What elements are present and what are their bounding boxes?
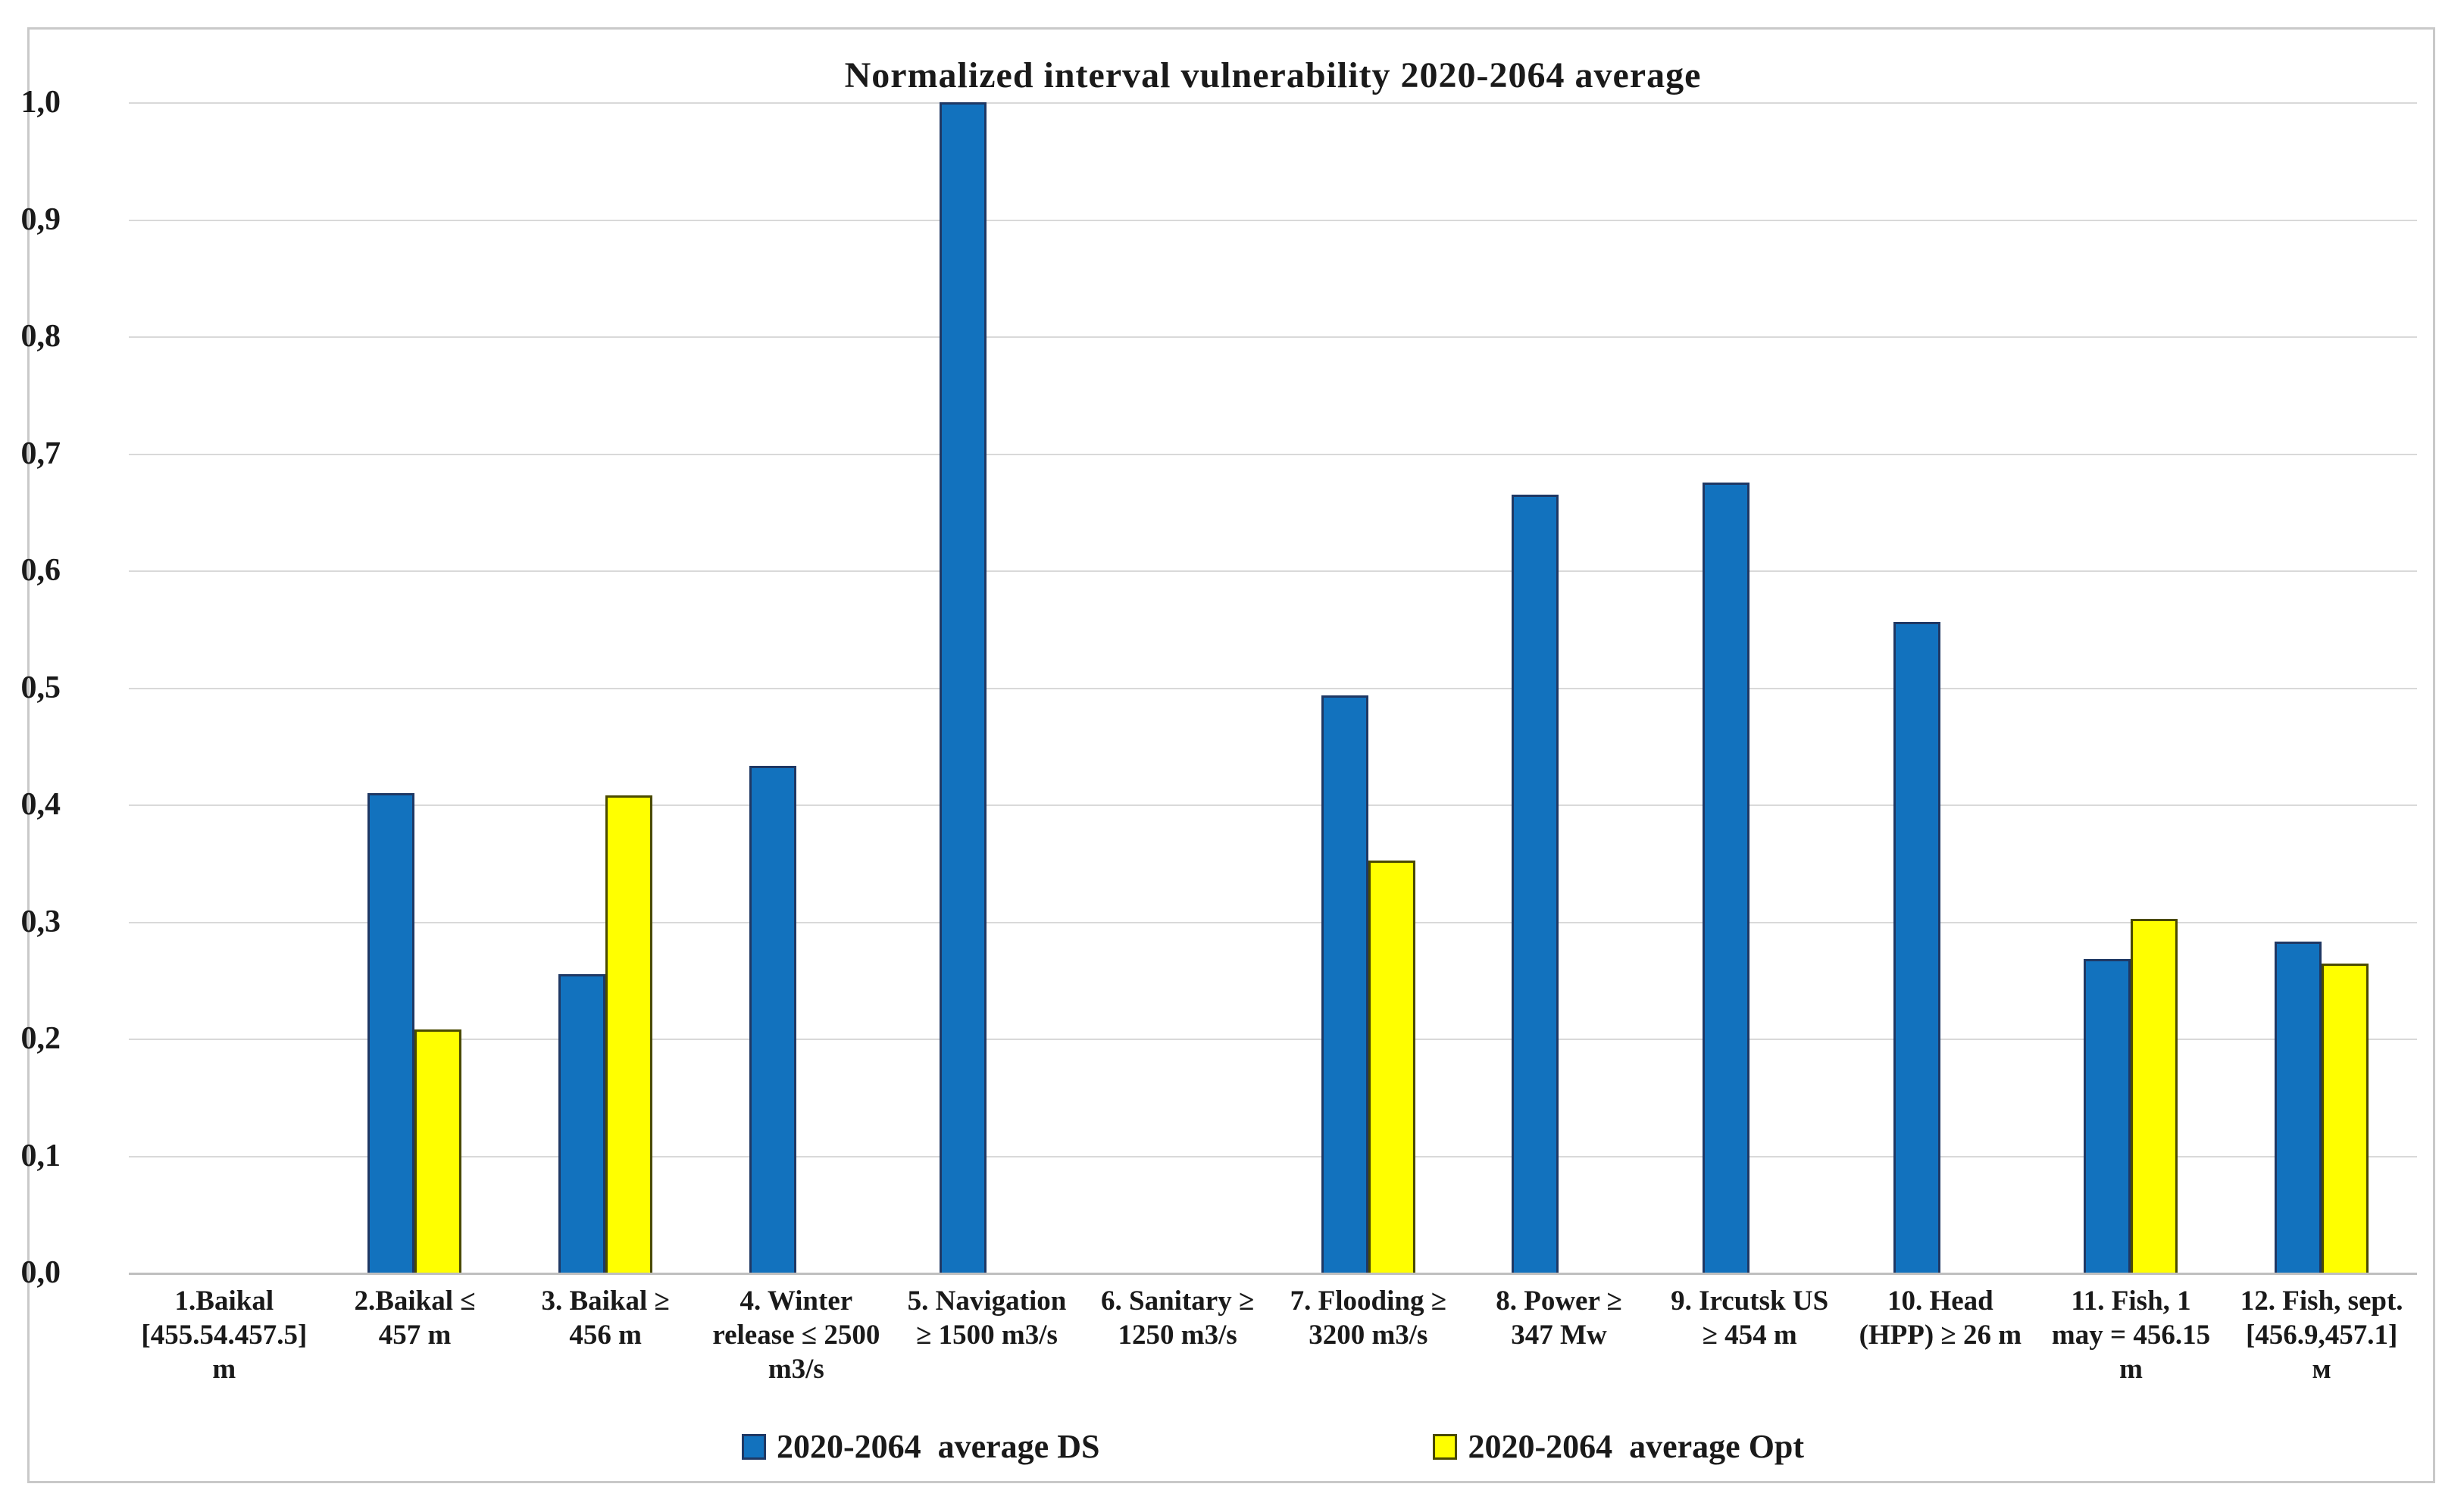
legend: 2020-2064 average DS 2020-2064 average O… <box>129 1430 2417 1464</box>
x-axis-category-label: 3. Baikal ≥456 m <box>541 1286 670 1351</box>
gridline <box>129 921 2417 923</box>
legend-label-opt: 2020-2064 average Opt <box>1468 1428 1805 1465</box>
y-axis-tick-label: 0,8 <box>20 319 61 354</box>
bar-ds-cat8 <box>1512 494 1559 1273</box>
bar-ds-cat2 <box>367 792 415 1273</box>
bar-opt-cat2 <box>414 1029 462 1273</box>
category-group-12 <box>2226 102 2417 1273</box>
x-axis-category-label: 4. Winter release ≤ 2500 m3/s <box>712 1286 880 1385</box>
gridline <box>129 687 2417 689</box>
legend-swatch-ds <box>741 1434 766 1460</box>
x-axis-category-label: 9. Ircutsk US ≥ 454 m <box>1671 1286 1829 1351</box>
x-axis-line <box>129 1273 2417 1275</box>
y-axis-tick-label: 0,5 <box>20 670 61 705</box>
y-axis-tick-label: 0,2 <box>20 1021 61 1056</box>
gridline <box>129 1155 2417 1157</box>
x-axis-labels: 1.Baikal [455.54.457.5] m 2.Baikal ≤457 m 3.… <box>129 1284 2417 1428</box>
legend-item-opt: 2020-2064 average Opt <box>1433 1430 1804 1464</box>
category-group-6 <box>1082 102 1273 1273</box>
gridline <box>129 219 2417 221</box>
category-group-7 <box>1273 102 1464 1273</box>
chart-title: Normalized interval vulnerability 2020-2… <box>844 55 1702 95</box>
bar-ds-cat12 <box>2275 941 2322 1273</box>
legend-label-ds: 2020-2064 average DS <box>776 1428 1100 1465</box>
y-axis-tick-label: 1,0 <box>20 85 61 120</box>
y-axis-tick-label: 0,1 <box>20 1138 61 1173</box>
category-group-2 <box>320 102 511 1273</box>
bar-ds-cat4 <box>749 766 796 1273</box>
y-axis-tick-label: 0,6 <box>20 553 61 588</box>
y-axis-tick-label: 0,0 <box>20 1255 61 1290</box>
bar-ds-cat9 <box>1703 483 1750 1273</box>
bar-ds-cat10 <box>1893 621 1940 1273</box>
gridline <box>129 453 2417 455</box>
bar-ds-cat5 <box>940 102 987 1273</box>
gridline <box>129 1039 2417 1040</box>
category-group-10 <box>1845 102 2036 1273</box>
x-axis-category-label: 5. Navigation ≥ 1500 m3/s <box>907 1286 1067 1351</box>
gridline <box>129 804 2417 806</box>
legend-swatch-opt <box>1433 1434 1458 1460</box>
y-axis-tick-label: 0,4 <box>20 787 61 822</box>
x-axis-category-label: 11. Fish, 1 may = 456.15 m <box>2051 1286 2211 1385</box>
bar-ds-cat7 <box>1321 695 1368 1273</box>
plot-area: 0,0 0,1 0,2 0,3 0,4 0,5 0,6 0,7 0,8 0,9 1,0 <box>21 86 2417 1289</box>
legend-item-ds: 2020-2064 average DS <box>741 1428 1100 1465</box>
x-axis-category-label: 6. Sanitary ≥1250 m3/s <box>1101 1286 1255 1351</box>
bar-opt-cat3 <box>605 795 653 1273</box>
category-group-8 <box>1464 102 1655 1273</box>
bar-ds-cat3 <box>558 974 606 1273</box>
gridline <box>129 102 2417 104</box>
bar-opt-cat7 <box>1368 861 1415 1273</box>
x-axis-category-label: 1.Baikal [455.54.457.5] m <box>141 1286 308 1385</box>
x-axis-category-label: 10. Head (HPP) ≥ 26 m <box>1859 1286 2022 1351</box>
y-axis-tick-label: 0,9 <box>20 201 61 237</box>
category-group-9 <box>1654 102 1845 1273</box>
gridline <box>129 570 2417 572</box>
x-axis-category-label: 12. Fish, sept. [456.9,457.1] м <box>2240 1286 2403 1385</box>
x-axis-category-label: 8. Power ≥347 Mw <box>1496 1286 1622 1351</box>
gridline <box>129 336 2417 338</box>
bar-opt-cat12 <box>2322 964 2369 1273</box>
y-axis-tick-label: 0,7 <box>20 436 61 471</box>
category-group-5 <box>892 102 1083 1273</box>
category-group-1 <box>129 102 320 1273</box>
category-group-11 <box>2036 102 2227 1273</box>
x-axis-category-label: 2.Baikal ≤457 m <box>354 1286 476 1351</box>
category-group-4 <box>701 102 892 1273</box>
bar-opt-cat11 <box>2131 919 2178 1273</box>
y-axis-tick-label: 0,3 <box>20 904 61 939</box>
x-axis-category-label: 7. Flooding ≥3200 m3/s <box>1290 1286 1447 1351</box>
bar-ds-cat11 <box>2084 958 2131 1273</box>
category-group-3 <box>510 102 701 1273</box>
